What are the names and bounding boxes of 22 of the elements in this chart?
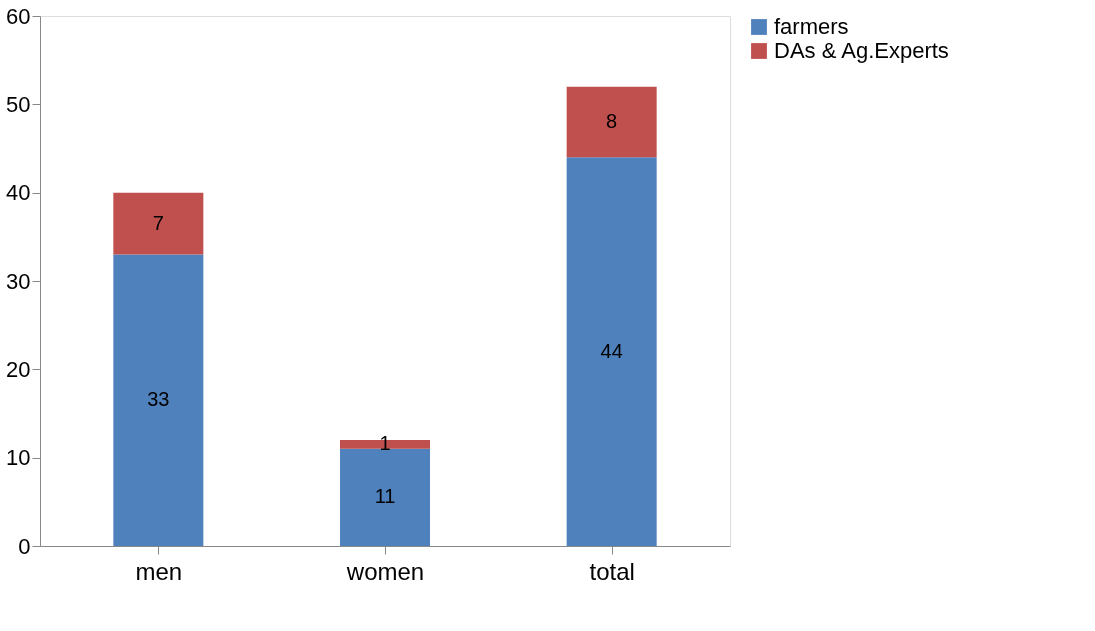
bar [340,448,430,546]
data-label: 8 [606,110,618,132]
data-label: 7 [152,211,164,234]
x-tick-label: women [345,557,425,585]
x-tick-label: total [589,557,635,585]
y-tick-label: 0 [18,533,31,559]
data-label: 44 [600,339,623,362]
data-label: 33 [147,388,170,411]
y-tick-label: 30 [6,268,31,294]
y-tick-label: 50 [6,91,31,117]
bar [113,192,204,255]
legend-label: farmers [774,14,849,39]
y-tick-label: 20 [6,356,31,382]
y-tick-label: 10 [6,445,31,471]
data-label: 11 [374,485,396,508]
y-tick-label: 60 [6,3,31,29]
y-tick-label: 40 [6,180,31,206]
x-tick-label: men [135,557,183,585]
legend-label: DAs & Ag.Experts [774,38,949,63]
bar [113,254,204,546]
bar [566,157,657,546]
bar [566,86,657,158]
